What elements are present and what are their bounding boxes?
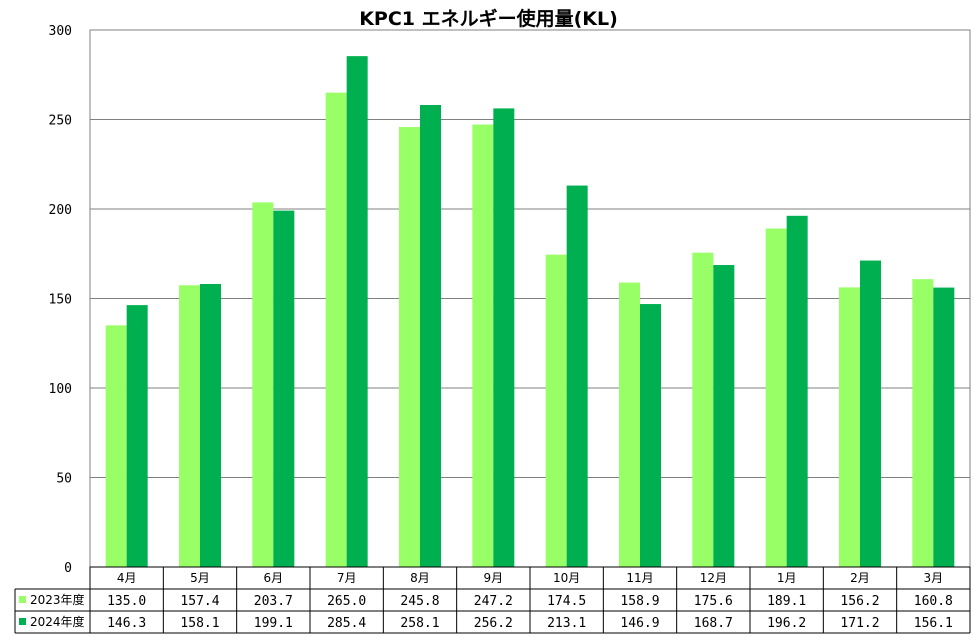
category-label-3月: 3月 <box>924 571 944 585</box>
data-label-2024年度-11月: 146.9 <box>620 616 659 631</box>
bar-2023年度-8月 <box>399 127 420 567</box>
bar-2023年度-3月 <box>912 279 934 567</box>
y-tick-label-0: 0 <box>64 561 72 576</box>
category-label-10月: 10月 <box>553 571 580 585</box>
category-label-4月: 4月 <box>117 571 137 585</box>
bar-2023年度-6月 <box>252 202 274 567</box>
bar-2024年度-2月 <box>860 260 881 567</box>
data-label-2023年度-6月: 203.7 <box>254 594 293 609</box>
data-label-2024年度-8月: 258.1 <box>400 616 439 631</box>
data-label-2024年度-5月: 158.1 <box>180 616 219 631</box>
data-label-2023年度-1月: 189.1 <box>767 594 806 609</box>
data-label-2024年度-9月: 256.2 <box>474 616 513 631</box>
y-tick-label-300: 300 <box>49 24 72 39</box>
bar-2023年度-9月 <box>472 124 494 568</box>
category-label-7月: 7月 <box>337 571 357 585</box>
y-tick-label-200: 200 <box>49 203 72 218</box>
bar-2023年度-7月 <box>325 92 347 568</box>
data-label-2023年度-11月: 158.9 <box>620 594 659 609</box>
data-label-2023年度-7月: 265.0 <box>327 594 366 609</box>
category-label-8月: 8月 <box>410 571 430 585</box>
y-tick-label-150: 150 <box>49 293 72 308</box>
data-label-2023年度-8月: 245.8 <box>400 594 439 609</box>
y-tick-label-50: 50 <box>56 472 72 487</box>
category-label-12月: 12月 <box>700 571 727 585</box>
bar-2024年度-7月 <box>346 56 368 567</box>
bar-2024年度-1月 <box>786 215 808 567</box>
bar-2024年度-10月 <box>566 185 588 567</box>
chart-title: KPC1 エネルギー使用量(KL) <box>359 8 618 30</box>
bar-2023年度-10月 <box>545 254 567 567</box>
bar-2023年度-11月 <box>619 282 640 567</box>
bar-2024年度-3月 <box>933 287 955 567</box>
data-label-2024年度-10月: 213.1 <box>547 616 586 631</box>
data-label-2024年度-7月: 285.4 <box>327 616 366 631</box>
bar-2024年度-5月 <box>200 284 221 567</box>
data-label-2023年度-2月: 156.2 <box>840 594 879 609</box>
bar-2024年度-11月 <box>640 304 661 567</box>
data-label-2023年度-5月: 157.4 <box>180 594 219 609</box>
y-tick-label-250: 250 <box>49 114 72 129</box>
data-label-2024年度-12月: 168.7 <box>694 616 733 631</box>
legend-label-2023年度: 2023年度 <box>30 592 85 607</box>
category-label-9月: 9月 <box>484 571 504 585</box>
bar-2024年度-6月 <box>273 210 295 567</box>
data-label-2023年度-10月: 174.5 <box>547 594 586 609</box>
bar-2023年度-5月 <box>179 285 200 567</box>
data-label-2023年度-9月: 247.2 <box>474 594 513 609</box>
data-label-2023年度-4月: 135.0 <box>107 594 146 609</box>
data-label-2024年度-1月: 196.2 <box>767 616 806 631</box>
data-label-2023年度-12月: 175.6 <box>694 594 733 609</box>
category-label-2月: 2月 <box>850 571 870 585</box>
legend-label-2024年度: 2024年度 <box>30 614 85 629</box>
bar-2024年度-12月 <box>713 265 735 567</box>
bar-2024年度-4月 <box>126 305 148 567</box>
gridlines <box>89 29 971 568</box>
y-tick-label-100: 100 <box>49 382 72 397</box>
legend-key-2023年度 <box>19 596 26 603</box>
data-label-2024年度-6月: 199.1 <box>254 616 293 631</box>
bar-2024年度-9月 <box>493 108 515 567</box>
bar-2023年度-2月 <box>839 287 860 567</box>
bars <box>105 56 955 568</box>
bar-2024年度-8月 <box>420 105 441 567</box>
category-label-1月: 1月 <box>777 571 797 585</box>
data-label-2024年度-3月: 156.1 <box>914 616 953 631</box>
y-axis-ticks: 0 50 100 150 200 250 300 <box>49 24 72 576</box>
data-table: 4月 5月 6月 7月 8月 9月 10月 11月 12月 1月 2月 3月 2023年度 135.0 15… <box>14 566 971 634</box>
data-label-2023年度-3月: 160.8 <box>914 594 953 609</box>
data-label-2024年度-4月: 146.3 <box>107 616 146 631</box>
category-label-6月: 6月 <box>264 571 284 585</box>
bar-2023年度-12月 <box>692 252 714 567</box>
bar-2023年度-1月 <box>765 228 787 568</box>
legend-key-2024年度 <box>19 618 26 625</box>
bar-2023年度-4月 <box>105 325 127 567</box>
category-label-11月: 11月 <box>626 571 653 585</box>
data-label-2024年度-2月: 171.2 <box>840 616 879 631</box>
category-label-5月: 5月 <box>190 571 210 585</box>
